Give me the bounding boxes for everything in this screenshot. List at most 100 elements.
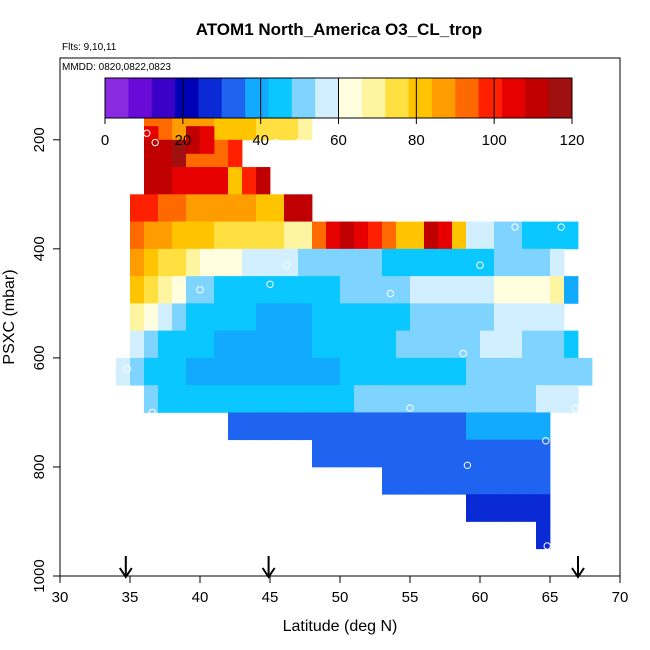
heatmap-cell: [242, 248, 257, 277]
heatmap-cell: [382, 466, 397, 495]
x-tick-label: 65: [542, 589, 559, 606]
heatmap-cell: [242, 276, 257, 304]
heatmap-cell: [452, 385, 467, 413]
heatmap-cell: [256, 385, 271, 413]
heatmap-cell: [172, 167, 187, 195]
heatmap-cell: [228, 194, 243, 222]
heatmap-cell: [256, 276, 271, 304]
heatmap-cell: [480, 357, 495, 386]
heatmap-cell: [508, 221, 523, 250]
colorbar-swatch: [525, 78, 550, 118]
heatmap-cell: [256, 303, 271, 332]
heatmap-cell: [144, 385, 159, 413]
heatmap-cell: [536, 466, 551, 495]
heatmap-cell: [438, 357, 453, 386]
heatmap-cell: [452, 248, 467, 277]
colorbar-border: [104, 77, 573, 119]
colorbar-swatch: [151, 78, 176, 118]
heatmap-cell: [284, 330, 299, 359]
colorbar-tick-label: 0: [101, 132, 109, 149]
colorbar-swatch: [501, 78, 526, 118]
heatmap-cell: [480, 412, 495, 441]
heatmap-cell: [508, 303, 523, 332]
heatmap-cell: [550, 357, 565, 386]
colorbar-swatch: [268, 78, 293, 118]
sample-point: [386, 289, 395, 298]
colorbar-ticks: 0 20 40 60 80 100 120: [101, 78, 585, 149]
heatmap-cell: [522, 494, 537, 522]
heatmap-cell: [522, 466, 537, 495]
colorbar-swatch: [315, 78, 339, 118]
heatmap-cell: [200, 167, 215, 195]
heatmap-cell: [382, 412, 397, 441]
x-axis-label: Latitude (deg N): [283, 618, 398, 635]
heatmap-cell: [522, 330, 537, 359]
y-axis-label: PSXC (mbar): [1, 269, 18, 364]
heatmap-cell: [410, 303, 425, 332]
colorbar-swatch: [408, 78, 433, 118]
heatmap-cell: [396, 303, 411, 332]
heatmap-cell: [368, 439, 383, 468]
heatmap-cell: [536, 439, 551, 468]
heatmap-cell: [214, 385, 229, 413]
heatmap-cell: [242, 194, 257, 222]
heatmap-cell: [270, 303, 285, 332]
colorbar-tick-label: 20: [174, 132, 191, 149]
heatmap-cell: [550, 385, 565, 413]
heatmap-cell: [144, 330, 159, 359]
heatmap-cell: [522, 412, 537, 441]
heatmap-cell: [382, 248, 397, 277]
heatmap-cell: [382, 276, 397, 304]
heatmap-cell: [242, 112, 257, 141]
heatmap-cell: [466, 385, 481, 413]
heatmap-cell: [326, 330, 341, 359]
heatmap-cell: [508, 357, 523, 386]
heatmap-cell: [270, 248, 285, 277]
heatmap-cell: [508, 248, 523, 277]
heatmap-cell: [172, 303, 187, 332]
heatmap-cell: [130, 303, 145, 332]
heatmap-cell: [382, 330, 397, 359]
heatmap-cell: [368, 412, 383, 441]
heatmap-cell: [214, 357, 229, 386]
heatmap-cell: [256, 221, 271, 250]
heatmap-cell: [214, 139, 229, 168]
mmdd-label: MMDD: 0820,0822,0823: [62, 62, 171, 73]
sample-point: [266, 280, 274, 288]
heatmap-cell: [410, 385, 425, 413]
heatmap-cell: [228, 276, 243, 304]
heatmap-cell: [256, 112, 271, 141]
heatmap-cell: [536, 221, 551, 250]
heatmap-cell: [536, 303, 551, 332]
heatmap-cell: [312, 303, 327, 332]
heatmap-cell: [158, 276, 173, 304]
heatmap-cell: [214, 167, 229, 195]
heatmap-cell: [368, 330, 383, 359]
heatmap-cell: [494, 494, 509, 522]
heatmap-cell: [256, 412, 271, 441]
colorbar-swatch: [455, 78, 479, 118]
heatmap-cell: [368, 357, 383, 386]
heatmap-cell: [270, 112, 285, 141]
sample-points: [123, 129, 586, 550]
heatmap-cell: [130, 221, 145, 250]
heatmap-cell: [452, 439, 467, 468]
heatmap-cell: [214, 221, 229, 250]
sample-point: [476, 261, 484, 269]
heatmap-cell: [564, 357, 579, 386]
sample-point: [148, 408, 157, 417]
heatmap-cell: [284, 303, 299, 332]
colorbar-swatch: [128, 78, 153, 118]
heatmap-cell: [410, 439, 425, 468]
heatmap-cell: [438, 248, 453, 277]
sample-point: [511, 223, 519, 231]
heatmap-cell: [200, 385, 215, 413]
sample-point: [123, 365, 131, 373]
heatmap-cell: [298, 303, 313, 332]
heatmap-cell: [382, 357, 397, 386]
heatmap-cell: [494, 385, 509, 413]
heatmap-cell: [564, 276, 579, 304]
heatmap-cell: [340, 357, 355, 386]
heatmap-cell: [564, 330, 579, 359]
